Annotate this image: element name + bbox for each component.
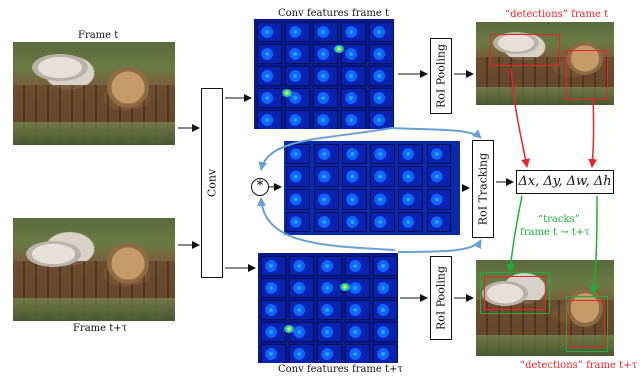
frame-t-label: Frame t — [78, 30, 119, 41]
tracks-label: “tracks” — [538, 214, 580, 225]
feature-map-t-tau — [258, 253, 398, 363]
conv-features-t-tau-label: Conv features frame t+τ — [278, 364, 403, 375]
detections-t-tau-image — [476, 260, 614, 356]
roi-pooling-top-block: RoI Pooling — [430, 38, 452, 114]
detection-box-cat-white-t-tau — [484, 276, 546, 310]
blue-arrow-features-t-tau-to-roi-tracking — [397, 239, 482, 253]
tracks-frame-label: frame t → t+τ — [520, 227, 590, 238]
detection-box-cat-tabby-t-tau — [569, 300, 605, 348]
red-arrow-detection-tabby-to-deltas — [588, 97, 598, 168]
feature-map-correlation — [284, 141, 460, 235]
detections-t-label: “detections” frame t — [505, 9, 609, 20]
green-arrow-deltas-to-track-white — [506, 195, 523, 273]
detections-t-tau-label: “detections” frame t+τ — [520, 360, 638, 371]
frame-t-image — [13, 42, 175, 145]
blue-arrow-features-t-to-correlation — [258, 127, 393, 171]
conv-block: Conv — [201, 88, 223, 278]
track-box-cat-tabby — [566, 296, 608, 352]
roi-tracking-block: RoI Tracking — [472, 140, 494, 238]
blue-arrow-features-t-tau-to-correlation — [257, 197, 396, 251]
detection-box-cat-white — [490, 34, 560, 66]
blue-arrow-features-t-to-roi-tracking — [391, 127, 482, 139]
feature-map-t — [254, 19, 394, 129]
roi-pooling-bottom-block: RoI Pooling — [430, 256, 452, 340]
conv-features-t-label: Conv features frame t — [278, 8, 390, 19]
regression-targets-box: Δx, Δy, Δw, Δh — [516, 170, 614, 194]
red-arrow-detection-white-to-deltas — [510, 67, 530, 168]
frame-t-tau-label: Frame t+τ — [73, 323, 128, 334]
correlation-operator-icon: * — [251, 178, 269, 196]
frame-t-tau-image — [13, 218, 175, 321]
detections-t-image — [476, 22, 614, 105]
detection-box-cat-tabby — [566, 50, 608, 100]
green-arrow-deltas-to-track-tabby — [589, 195, 599, 295]
